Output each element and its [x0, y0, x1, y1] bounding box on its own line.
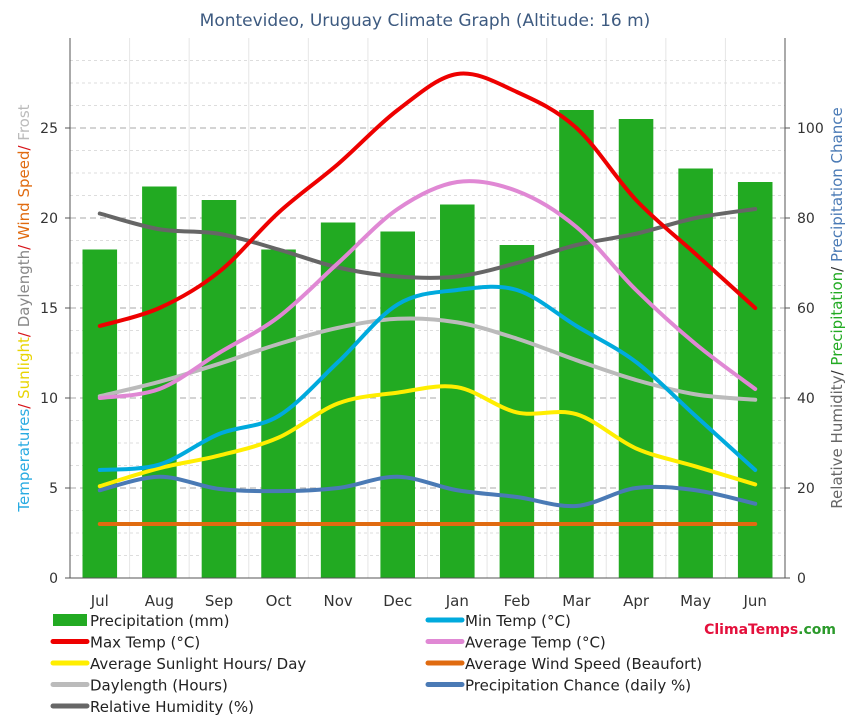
right-axis-label-part: Precipitation [828, 272, 846, 366]
brand-part-com: .com [798, 622, 836, 638]
legend-label: Average Wind Speed (Beaufort) [465, 655, 702, 673]
left-axis-label-part: Frost [15, 104, 33, 140]
series-line-daylength-hours [97, 316, 758, 402]
right-tick-label: 60 [797, 301, 815, 317]
legend-label: Min Temp (°C) [465, 612, 571, 630]
brand-part-temps: Temps [748, 622, 798, 638]
left-axis-label-part: Daylength [15, 250, 33, 327]
x-tick-label-aug: Aug [145, 592, 174, 610]
left-axis-label-part: Sunlight [15, 337, 33, 399]
left-axis-label-part: / [15, 240, 33, 250]
brand-part-clima: Clima [704, 622, 748, 638]
series-line-average-temp-c [97, 179, 758, 400]
x-tick-label-oct: Oct [266, 592, 292, 610]
x-tick-label-feb: Feb [504, 592, 531, 610]
legend-item-average-sunlight-hours-day: Average Sunlight Hours/ Day [50, 655, 306, 673]
precipitation-bar-sep [201, 200, 237, 578]
legend-swatch [53, 614, 87, 626]
legend-item-average-temp-c: Average Temp (°C) [425, 634, 606, 652]
series-line-max-temp-c [97, 71, 758, 328]
left-tick-label: 15 [40, 301, 58, 317]
right-axis-label-part: / [828, 366, 846, 376]
legend-item-average-wind-speed-beaufort: Average Wind Speed (Beaufort) [425, 655, 702, 673]
left-axis-label-part: Wind Speed [15, 151, 33, 241]
legend-label: Precipitation (mm) [90, 612, 229, 630]
left-axis-label-part: Temperatures [15, 409, 33, 513]
axes: 0 5 10 15 20 25 0 20 40 60 80 100 Jul Aug Sep Oct Nov Dec… [15, 38, 846, 610]
x-tick-label-dec: Dec [383, 592, 412, 610]
series-lines [97, 71, 758, 526]
right-axis-label-part: Precipitation Chance [828, 107, 846, 262]
precipitation-bar-may [678, 168, 713, 578]
left-axis-label-part: / [15, 141, 33, 151]
precipitation-bar-jul [82, 249, 118, 578]
legend-label: Precipitation Chance (daily %) [465, 677, 691, 695]
series-line-relative-humidity [97, 207, 758, 280]
left-tick-label: 20 [40, 211, 58, 227]
legend-item-relative-humidity: Relative Humidity (%) [50, 698, 254, 716]
x-tick-label-jan: Jan [445, 592, 469, 610]
x-tick-label-jul: Jul [90, 592, 109, 610]
legend-label: Relative Humidity (%) [90, 698, 254, 716]
series-line-average-sunlight-hours-day [97, 384, 758, 489]
right-axis-label: Relative Humidity/ Precipitation/ Precip… [828, 107, 846, 508]
x-tick-label-jun: Jun [742, 592, 766, 610]
x-tick-label-may: May [680, 592, 711, 610]
precipitation-bar-mar [559, 110, 594, 578]
x-tick-label-apr: Apr [623, 592, 650, 610]
right-tick-label: 100 [797, 121, 824, 137]
legend-item-daylength-hours: Daylength (Hours) [50, 677, 228, 695]
legend-label: Max Temp (°C) [90, 634, 200, 652]
left-axis-label: Temperatures/ Sunlight/ Daylength/ Wind … [15, 104, 33, 512]
left-tick-label: 10 [40, 391, 58, 407]
legend-label: Average Temp (°C) [465, 634, 606, 652]
legend-item-min-temp-c: Min Temp (°C) [425, 612, 571, 630]
x-tick-label-sep: Sep [205, 592, 233, 610]
right-tick-label: 40 [797, 391, 815, 407]
left-axis-label-part: / [15, 399, 33, 409]
left-axis-label-part: / [15, 327, 33, 337]
left-tick-label: 25 [40, 121, 58, 137]
chart-title: Montevideo, Uruguay Climate Graph (Altit… [200, 11, 651, 31]
right-tick-label: 0 [797, 571, 806, 587]
right-tick-label: 20 [797, 481, 815, 497]
x-tick-label-mar: Mar [562, 592, 591, 610]
left-tick-label: 0 [49, 571, 58, 587]
series-line-min-temp-c [97, 284, 758, 472]
precipitation-bar-dec [380, 231, 415, 578]
right-tick-label: 80 [797, 211, 815, 227]
legend-item-precipitation-mm: Precipitation (mm) [53, 612, 229, 630]
series-line-precipitation-chance-daily [97, 474, 758, 509]
legend-label: Daylength (Hours) [90, 677, 228, 695]
legend: Precipitation (mm) Min Temp (°C) Max Temp … [50, 612, 702, 716]
x-tick-label-nov: Nov [323, 592, 352, 610]
legend-item-precipitation-chance-daily: Precipitation Chance (daily %) [425, 677, 691, 695]
brand-logo: ClimaTemps.com [704, 622, 836, 638]
precipitation-bars [82, 110, 773, 578]
left-tick-label: 5 [49, 481, 58, 497]
right-axis-label-part: Relative Humidity [828, 375, 846, 508]
right-axis-label-part: / [828, 262, 846, 272]
legend-item-max-temp-c: Max Temp (°C) [50, 634, 200, 652]
precipitation-bar-apr [618, 119, 654, 578]
legend-label: Average Sunlight Hours/ Day [90, 655, 306, 673]
